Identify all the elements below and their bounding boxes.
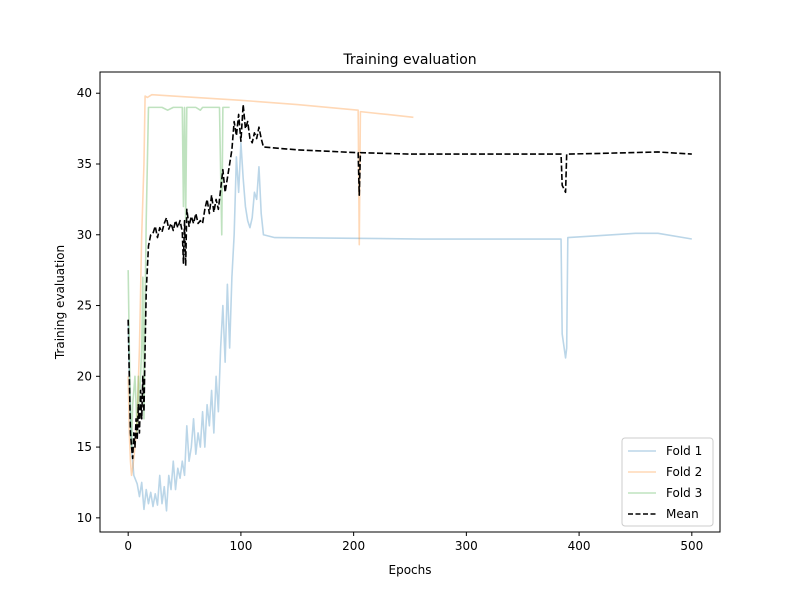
y-tick-label: 10 <box>77 511 92 525</box>
chart-title: Training evaluation <box>342 52 476 68</box>
series-line-fold-3 <box>127 106 230 448</box>
plot-frame <box>99 71 721 533</box>
series-line-fold-1 <box>127 141 692 512</box>
x-axis-label: Epochs <box>389 563 432 577</box>
y-tick-label: 15 <box>77 440 92 454</box>
y-tick-label: 25 <box>77 299 92 313</box>
legend-label: Fold 3 <box>666 486 702 500</box>
y-axis: 10 15 20 25 30 35 40 <box>77 86 100 525</box>
x-tick-label: 0 <box>124 539 132 553</box>
y-tick-label: 30 <box>77 228 92 242</box>
x-tick-label: 200 <box>342 539 365 553</box>
plot-lines <box>127 93 692 512</box>
y-tick-label: 35 <box>77 157 92 171</box>
y-axis-label: Training evaluation <box>53 245 67 360</box>
legend-box <box>621 437 714 527</box>
series-line-fold-2 <box>127 93 414 477</box>
legend-label: Fold 2 <box>666 465 702 479</box>
series-line-mean <box>127 103 692 460</box>
legend-label: Mean <box>666 507 699 521</box>
x-tick-label: 100 <box>229 539 252 553</box>
legend-label: Fold 1 <box>666 444 702 458</box>
legend: Fold 1 Fold 2 Fold 3 Mean <box>621 437 714 527</box>
x-tick-label: 400 <box>568 539 591 553</box>
y-tick-label: 40 <box>77 86 92 100</box>
x-tick-label: 300 <box>455 539 478 553</box>
y-tick-label: 20 <box>77 369 92 383</box>
x-axis: 0 100 200 300 400 500 <box>124 532 703 553</box>
x-tick-label: 500 <box>680 539 703 553</box>
